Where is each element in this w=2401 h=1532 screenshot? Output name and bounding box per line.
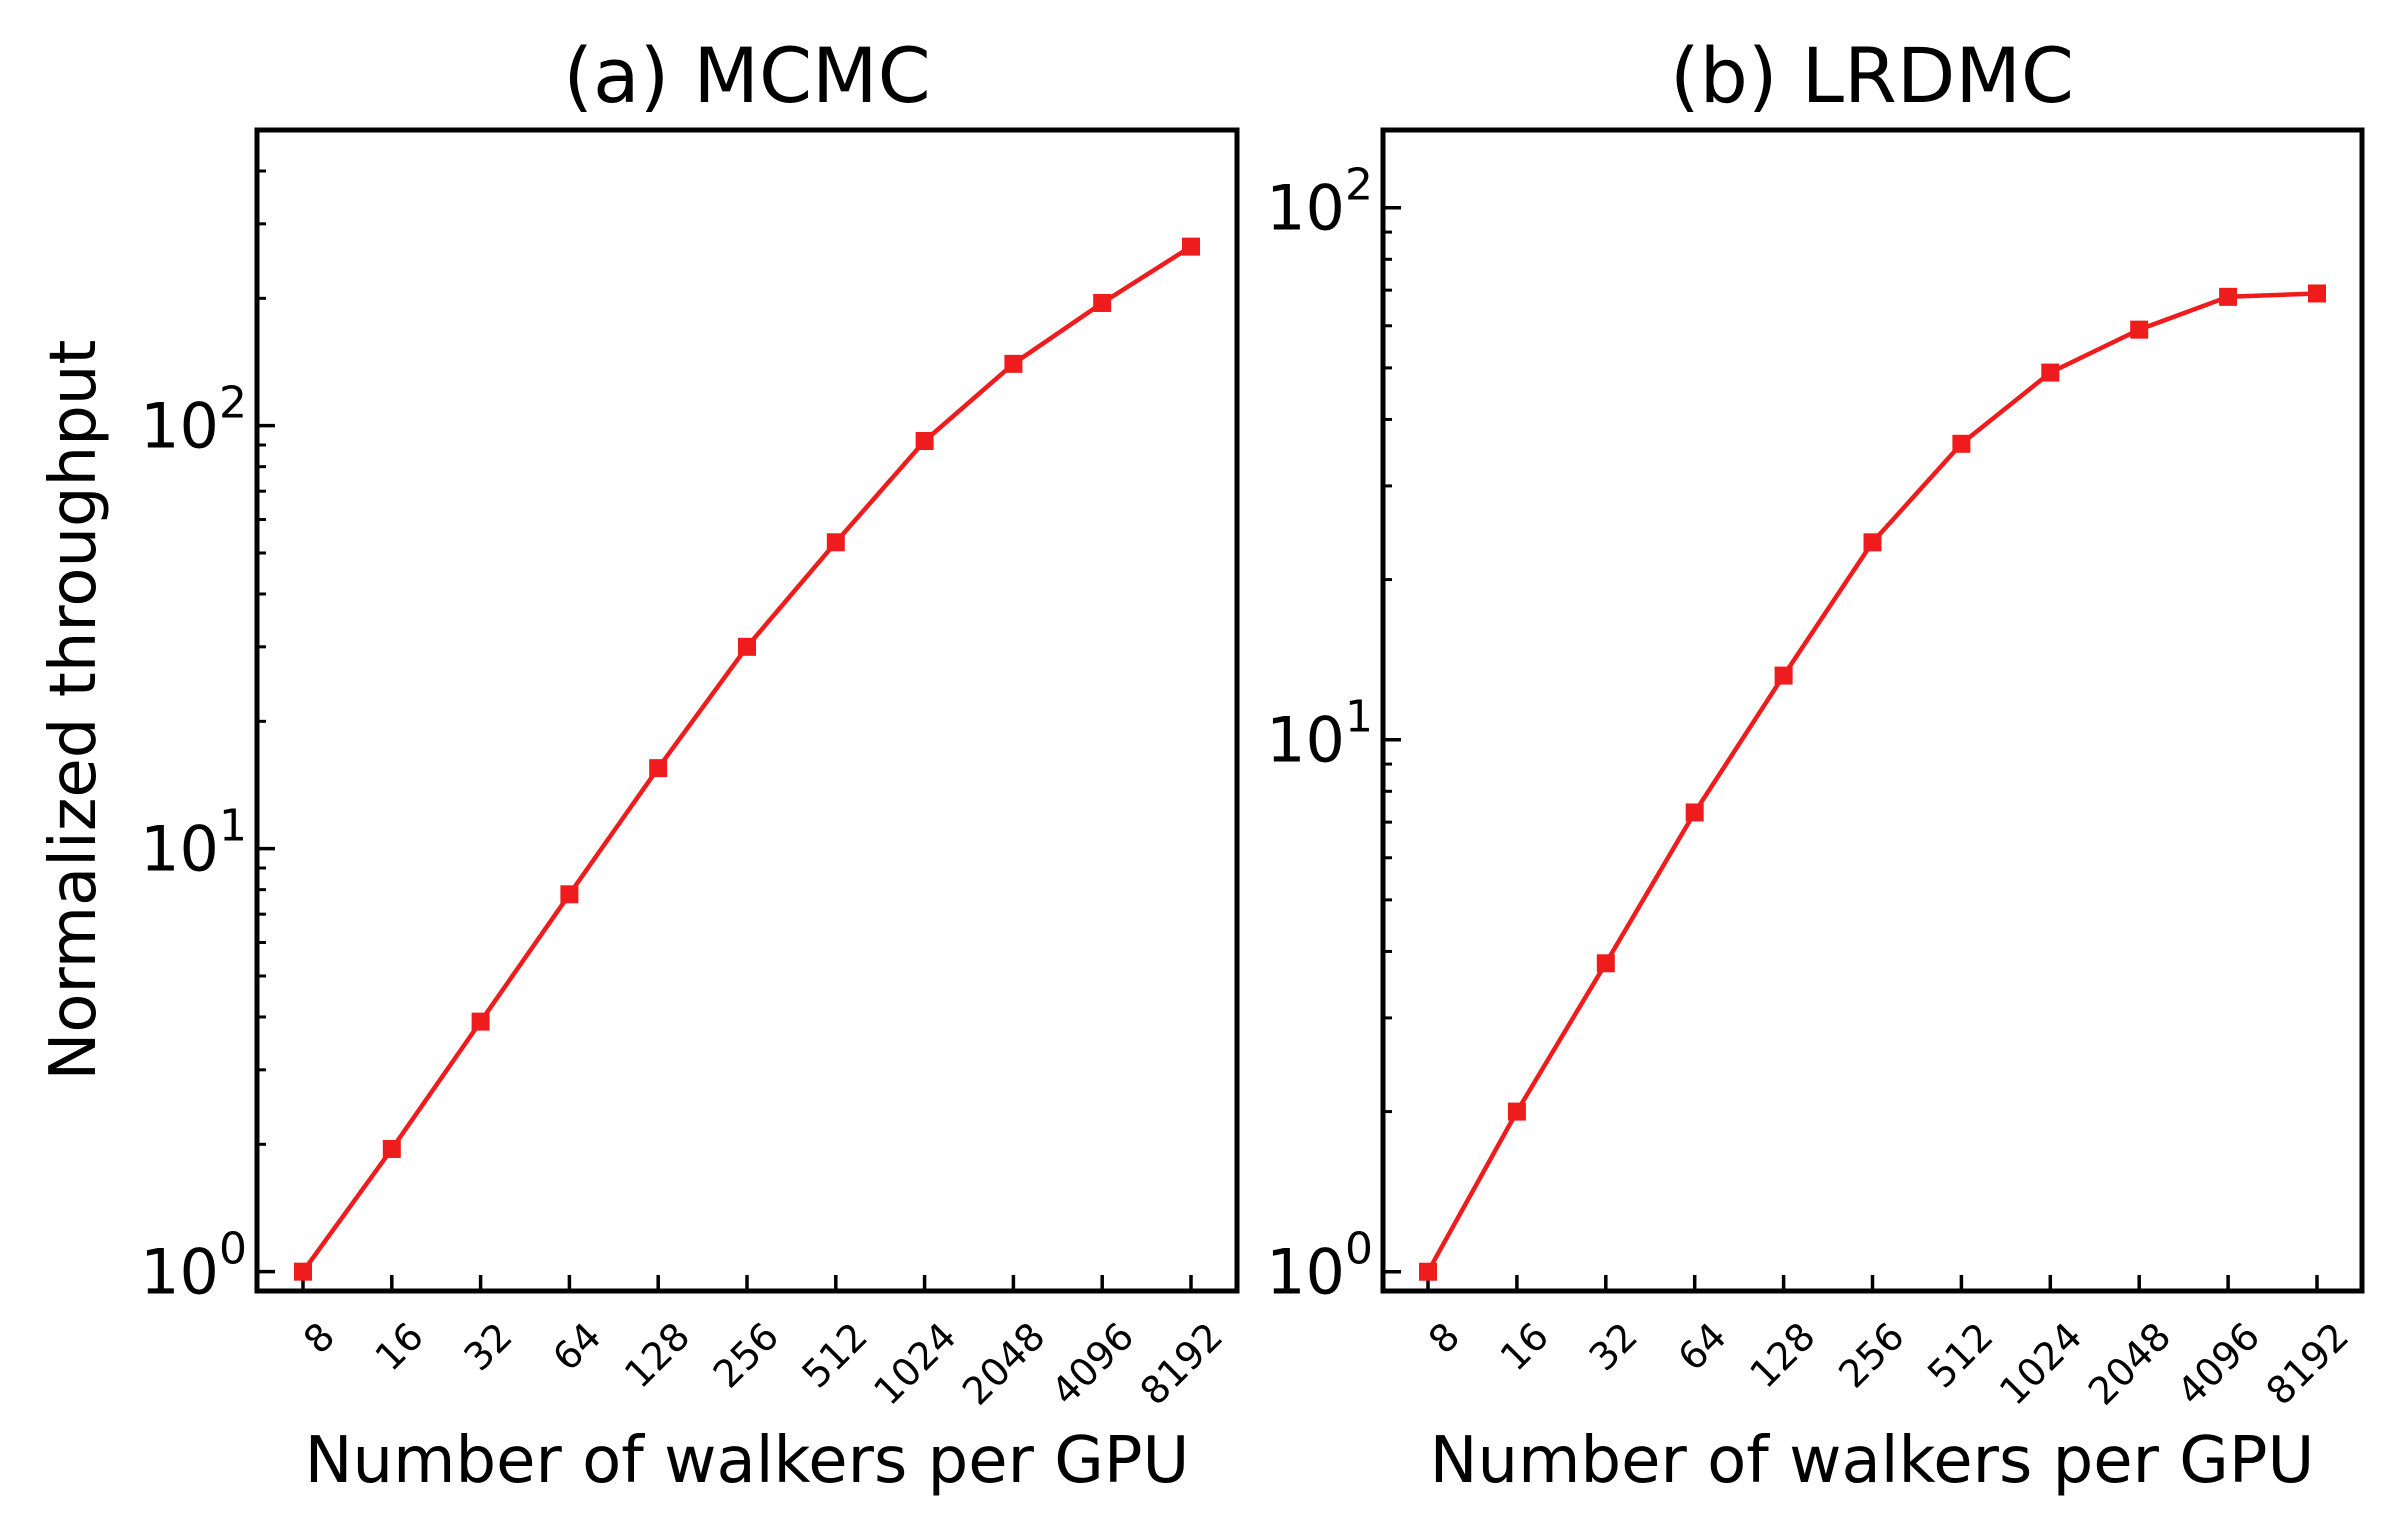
data-point [471,1012,490,1031]
x-tick-label: 256 [1830,1314,1912,1396]
data-point [738,637,756,656]
y-axis-label: Normalized throughput [37,339,111,1080]
x-tick-label: 128 [1741,1314,1823,1396]
y-tick-exponent: 2 [219,378,247,429]
x-tick-label: 32 [1581,1314,1646,1379]
axes-frame [254,127,1240,1294]
y-tick-label: 101 [140,801,247,886]
x-tick-label: 16 [367,1314,432,1379]
x-tick-label: 512 [794,1314,876,1396]
y-tick-exponent: 1 [219,801,247,852]
y-tick-exponent: 1 [1345,692,1373,743]
y-tick-exponent: 2 [1345,160,1373,211]
chart-title: (a) MCMC [563,31,930,120]
y-tick-label: 102 [1266,160,1373,245]
data-point [1952,434,1971,453]
x-tick-label: 64 [544,1314,609,1379]
x-tick-label: 8192 [1132,1314,1232,1414]
data-point [1685,803,1704,822]
x-tick-label: 1024 [1991,1314,2091,1414]
data-point [1774,666,1793,685]
data-point [1507,1102,1526,1121]
data-point [826,533,845,552]
x-tick-label: 32 [455,1314,520,1379]
y-tick-label: 100 [1266,1224,1373,1309]
axes-frame [1380,127,2365,1294]
y-tick-exponent: 0 [219,1224,247,1275]
data-point [915,431,934,450]
data-point [2130,320,2149,339]
y-tick-base: 10 [140,390,219,463]
data-point [294,1262,312,1281]
y-tick-label: 101 [1266,692,1373,777]
series-line [1426,291,2318,1273]
x-tick-label: 16 [1492,1314,1557,1379]
y-tick-base: 10 [1266,172,1345,245]
x-tick-label: 2048 [2080,1314,2180,1414]
y-tick-base: 10 [1266,1236,1345,1309]
x-tick-label: 64 [1670,1314,1735,1379]
x-tick-label: 8192 [2258,1314,2358,1414]
x-tick-label: 512 [1919,1314,2001,1396]
x-tick-label: 8 [295,1314,343,1362]
data-point [2041,363,2060,382]
panel-lrdmc: (b) LRDMC Number of walkers per GPU 1001… [1266,31,2365,1498]
data-point [2308,284,2326,303]
x-tick-label: 4096 [1043,1314,1143,1414]
data-point [2219,287,2238,306]
y-tick-base: 10 [1266,704,1345,777]
panel-mcmc: (a) MCMC Normalized throughput Number of… [37,31,1240,1498]
data-point [1863,533,1882,552]
x-tick-label: 4096 [2169,1314,2269,1414]
x-axis-label: Number of walkers per GPU [1430,1424,2315,1498]
data-point [560,885,579,904]
x-axis-label: Number of walkers per GPU [305,1424,1190,1498]
y-tick-label: 102 [140,378,247,463]
y-tick-exponent: 0 [1345,1224,1373,1275]
x-tick-label: 128 [616,1314,698,1396]
data-point [1419,1262,1437,1281]
y-tick-label: 100 [140,1224,247,1309]
y-tick-base: 10 [140,813,219,886]
chart-title: (b) LRDMC [1670,31,2074,120]
data-point [1004,354,1023,373]
data-point [382,1139,401,1158]
data-point [1093,293,1112,312]
x-tick-label: 2048 [954,1314,1054,1414]
data-point [1182,237,1200,256]
data-point [1596,954,1615,973]
x-tick-label: 256 [705,1314,787,1396]
x-tick-label: 8 [1420,1314,1468,1362]
x-tick-label: 1024 [865,1314,965,1414]
y-tick-base: 10 [140,1236,219,1309]
data-point [649,759,668,778]
series-line [301,244,1193,1273]
